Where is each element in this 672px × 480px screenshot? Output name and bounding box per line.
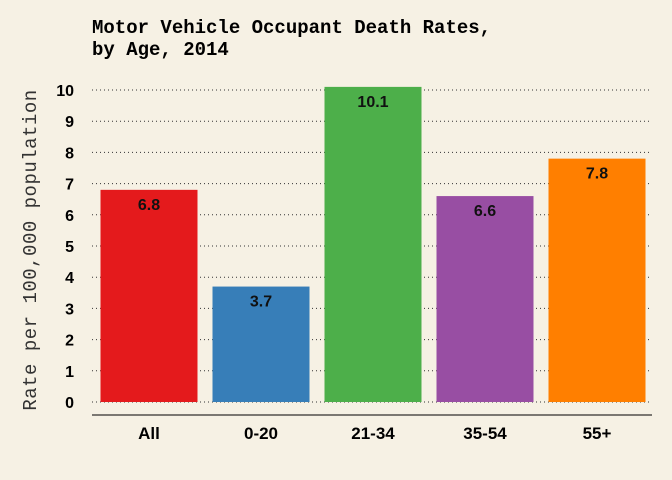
data-label: 3.7 xyxy=(250,294,272,311)
y-tick-label: 4 xyxy=(65,270,74,287)
chart-title: Motor Vehicle Occupant Death Rates, by A… xyxy=(92,17,491,61)
y-tick-label: 1 xyxy=(65,364,74,381)
data-label: 6.8 xyxy=(138,197,160,214)
bar xyxy=(324,86,422,402)
y-tick-label: 7 xyxy=(65,177,74,194)
bar xyxy=(100,189,198,402)
x-axis-ticks: All 0-20 21-34 35-54 55+ xyxy=(138,424,611,443)
bar xyxy=(436,196,534,402)
y-tick-label: 9 xyxy=(65,114,74,131)
x-tick-label: 0-20 xyxy=(244,424,278,443)
y-tick-label: 0 xyxy=(65,395,74,412)
bar xyxy=(212,286,310,402)
chart-title-line-2: by Age, 2014 xyxy=(92,39,229,61)
x-tick-label: 55+ xyxy=(583,424,612,443)
x-tick-label: All xyxy=(138,424,160,443)
data-labels: 6.8 3.7 10.1 6.6 7.8 xyxy=(138,94,608,311)
x-tick-label: 35-54 xyxy=(463,424,507,443)
y-tick-label: 8 xyxy=(65,145,74,162)
bars xyxy=(100,86,646,402)
bar xyxy=(548,158,646,402)
y-tick-label: 2 xyxy=(65,333,74,350)
y-axis-ticks: 0 1 2 3 4 5 6 7 8 9 10 xyxy=(56,83,74,412)
y-tick-label: 10 xyxy=(56,83,74,100)
data-label: 10.1 xyxy=(357,94,388,111)
y-tick-label: 5 xyxy=(65,239,74,256)
data-label: 6.6 xyxy=(474,203,496,220)
y-tick-label: 3 xyxy=(65,301,74,318)
y-axis-label: Rate per 100,000 population xyxy=(20,89,42,410)
data-label: 7.8 xyxy=(586,166,608,183)
x-tick-label: 21-34 xyxy=(351,424,395,443)
chart-title-line-1: Motor Vehicle Occupant Death Rates, xyxy=(92,17,491,39)
y-tick-label: 6 xyxy=(65,208,74,225)
